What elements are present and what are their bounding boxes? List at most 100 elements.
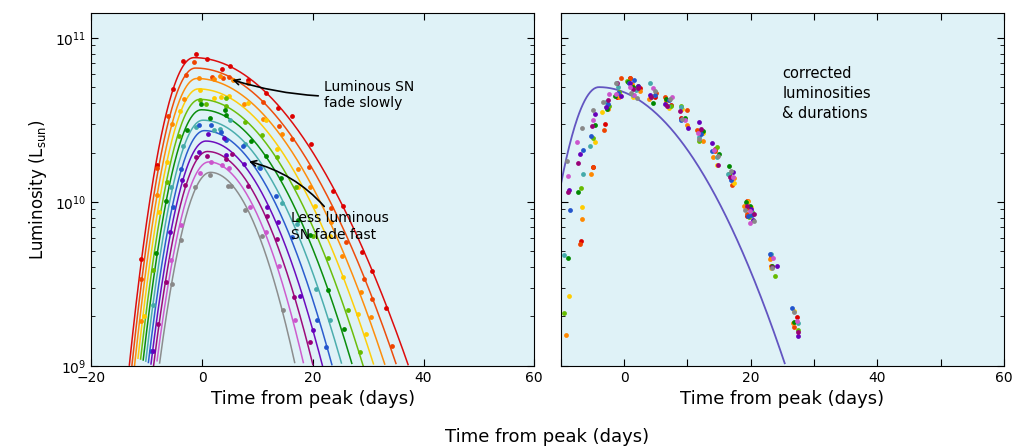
Point: [740, 197, 756, 204]
Point: [215, 74, 231, 81]
Point: [584, 123, 600, 130]
Point: [742, 206, 758, 213]
Point: [235, 142, 251, 149]
Point: [133, 317, 149, 324]
Point: [647, 87, 663, 94]
Point: [707, 145, 723, 152]
Point: [594, 99, 610, 106]
Point: [250, 163, 267, 170]
Point: [739, 204, 755, 211]
Point: [679, 121, 696, 128]
Point: [786, 323, 802, 330]
Point: [739, 202, 755, 209]
Point: [763, 251, 779, 258]
Point: [239, 80, 256, 87]
Point: [691, 119, 707, 126]
Point: [620, 78, 636, 85]
Point: [193, 101, 209, 108]
Point: [172, 222, 189, 229]
Point: [364, 267, 380, 274]
Point: [133, 256, 149, 263]
Point: [623, 74, 639, 82]
Point: [739, 198, 755, 206]
Point: [218, 136, 234, 143]
Point: [679, 107, 696, 114]
Point: [569, 139, 585, 146]
Point: [239, 76, 256, 83]
Point: [291, 292, 307, 299]
Point: [218, 111, 234, 118]
Point: [561, 186, 577, 194]
Point: [191, 74, 207, 81]
Point: [722, 174, 738, 181]
Point: [736, 202, 752, 210]
Point: [585, 163, 601, 170]
Point: [620, 77, 636, 84]
Point: [610, 88, 627, 95]
Point: [584, 164, 600, 171]
Point: [744, 217, 760, 224]
Point: [222, 183, 238, 190]
Point: [172, 236, 189, 243]
Point: [621, 79, 637, 87]
Text: corrected
luminosities
& durations: corrected luminosities & durations: [783, 66, 871, 121]
Point: [290, 217, 306, 224]
Point: [322, 219, 339, 226]
Point: [556, 251, 572, 258]
Point: [259, 212, 275, 219]
Point: [598, 105, 614, 112]
Point: [559, 157, 575, 165]
Point: [737, 206, 753, 213]
Point: [218, 155, 234, 162]
Point: [275, 306, 291, 314]
Point: [336, 202, 352, 210]
Point: [322, 316, 339, 323]
Point: [661, 104, 677, 111]
Point: [191, 149, 207, 156]
Point: [692, 135, 708, 142]
Point: [596, 126, 612, 133]
Point: [269, 145, 285, 153]
Point: [739, 210, 755, 217]
Point: [612, 93, 629, 100]
Point: [303, 140, 319, 148]
Point: [723, 167, 739, 174]
Point: [217, 106, 233, 113]
Point: [625, 94, 641, 101]
Point: [284, 234, 300, 241]
Point: [198, 101, 214, 108]
Point: [738, 198, 754, 205]
Point: [574, 204, 590, 211]
Point: [218, 151, 234, 158]
Point: [632, 87, 648, 95]
Point: [220, 182, 236, 190]
Text: Time from peak (days): Time from peak (days): [445, 428, 650, 446]
Point: [628, 87, 644, 94]
Point: [599, 100, 615, 107]
Point: [786, 318, 802, 326]
Point: [353, 289, 369, 296]
Point: [363, 313, 379, 320]
Point: [725, 168, 741, 175]
Point: [658, 98, 674, 105]
Point: [690, 127, 706, 134]
Point: [356, 276, 372, 283]
Point: [622, 79, 638, 86]
Point: [743, 211, 759, 218]
Point: [270, 235, 286, 242]
Point: [271, 105, 287, 112]
Point: [628, 84, 644, 91]
Point: [158, 278, 174, 285]
Point: [585, 134, 601, 141]
Point: [661, 96, 677, 103]
Point: [573, 237, 589, 244]
Point: [613, 75, 630, 82]
Point: [740, 212, 756, 219]
Point: [600, 103, 617, 110]
Point: [724, 181, 740, 188]
Point: [631, 83, 647, 90]
Point: [695, 137, 711, 145]
Point: [212, 125, 228, 132]
Point: [623, 75, 639, 82]
Point: [746, 210, 763, 217]
